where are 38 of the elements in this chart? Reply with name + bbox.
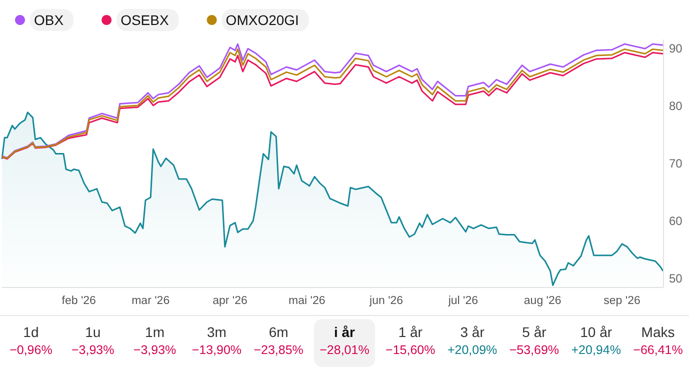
text: 1m [144, 324, 166, 340]
text: 1 år [397, 324, 424, 340]
x-tick-label: mai '26 [288, 295, 326, 307]
legend-label: OSEBX [120, 12, 170, 28]
x-tick-label: sep '26 [604, 295, 640, 307]
text: 3m [206, 324, 228, 340]
text: −0,96% [8, 343, 54, 357]
y-tick-label: 90 [669, 42, 683, 56]
text: −66,41% [632, 343, 684, 357]
text: −23,85% [252, 343, 304, 357]
text: −3,93% [132, 343, 178, 357]
x-tick-label: jun '26 [368, 295, 404, 307]
text: −15,60% [384, 343, 436, 357]
text: 5 år [521, 324, 548, 340]
x-tick-label: aug '26 [524, 295, 562, 307]
text: 1d [22, 324, 40, 340]
text: −28,01% [318, 343, 370, 357]
text: 6m [268, 324, 290, 340]
y-tick-label: 70 [669, 156, 683, 170]
y-tick-label: 60 [669, 214, 683, 228]
x-tick-label: apr '26 [212, 295, 248, 307]
text: −53,69% [508, 343, 560, 357]
text: Maks [640, 324, 676, 340]
text: −13,90% [190, 343, 243, 357]
x-tick-label: jul '26 [447, 295, 478, 307]
x-tick-label: mar '26 [132, 295, 170, 307]
text: +20,94% [570, 343, 622, 357]
text: 1u [84, 324, 102, 340]
text: i år [332, 324, 356, 340]
text: 10 år [579, 324, 614, 340]
y-tick-label: 80 [669, 99, 683, 114]
x-tick-label: feb '26 [62, 295, 96, 307]
legend-label: OMXO20GI [226, 12, 299, 28]
text: 3 år [459, 324, 486, 340]
y-tick-label: 50 [669, 271, 683, 286]
text: +20,09% [446, 343, 498, 357]
text: −3,93% [70, 343, 116, 357]
legend-label: OBX [34, 12, 64, 28]
